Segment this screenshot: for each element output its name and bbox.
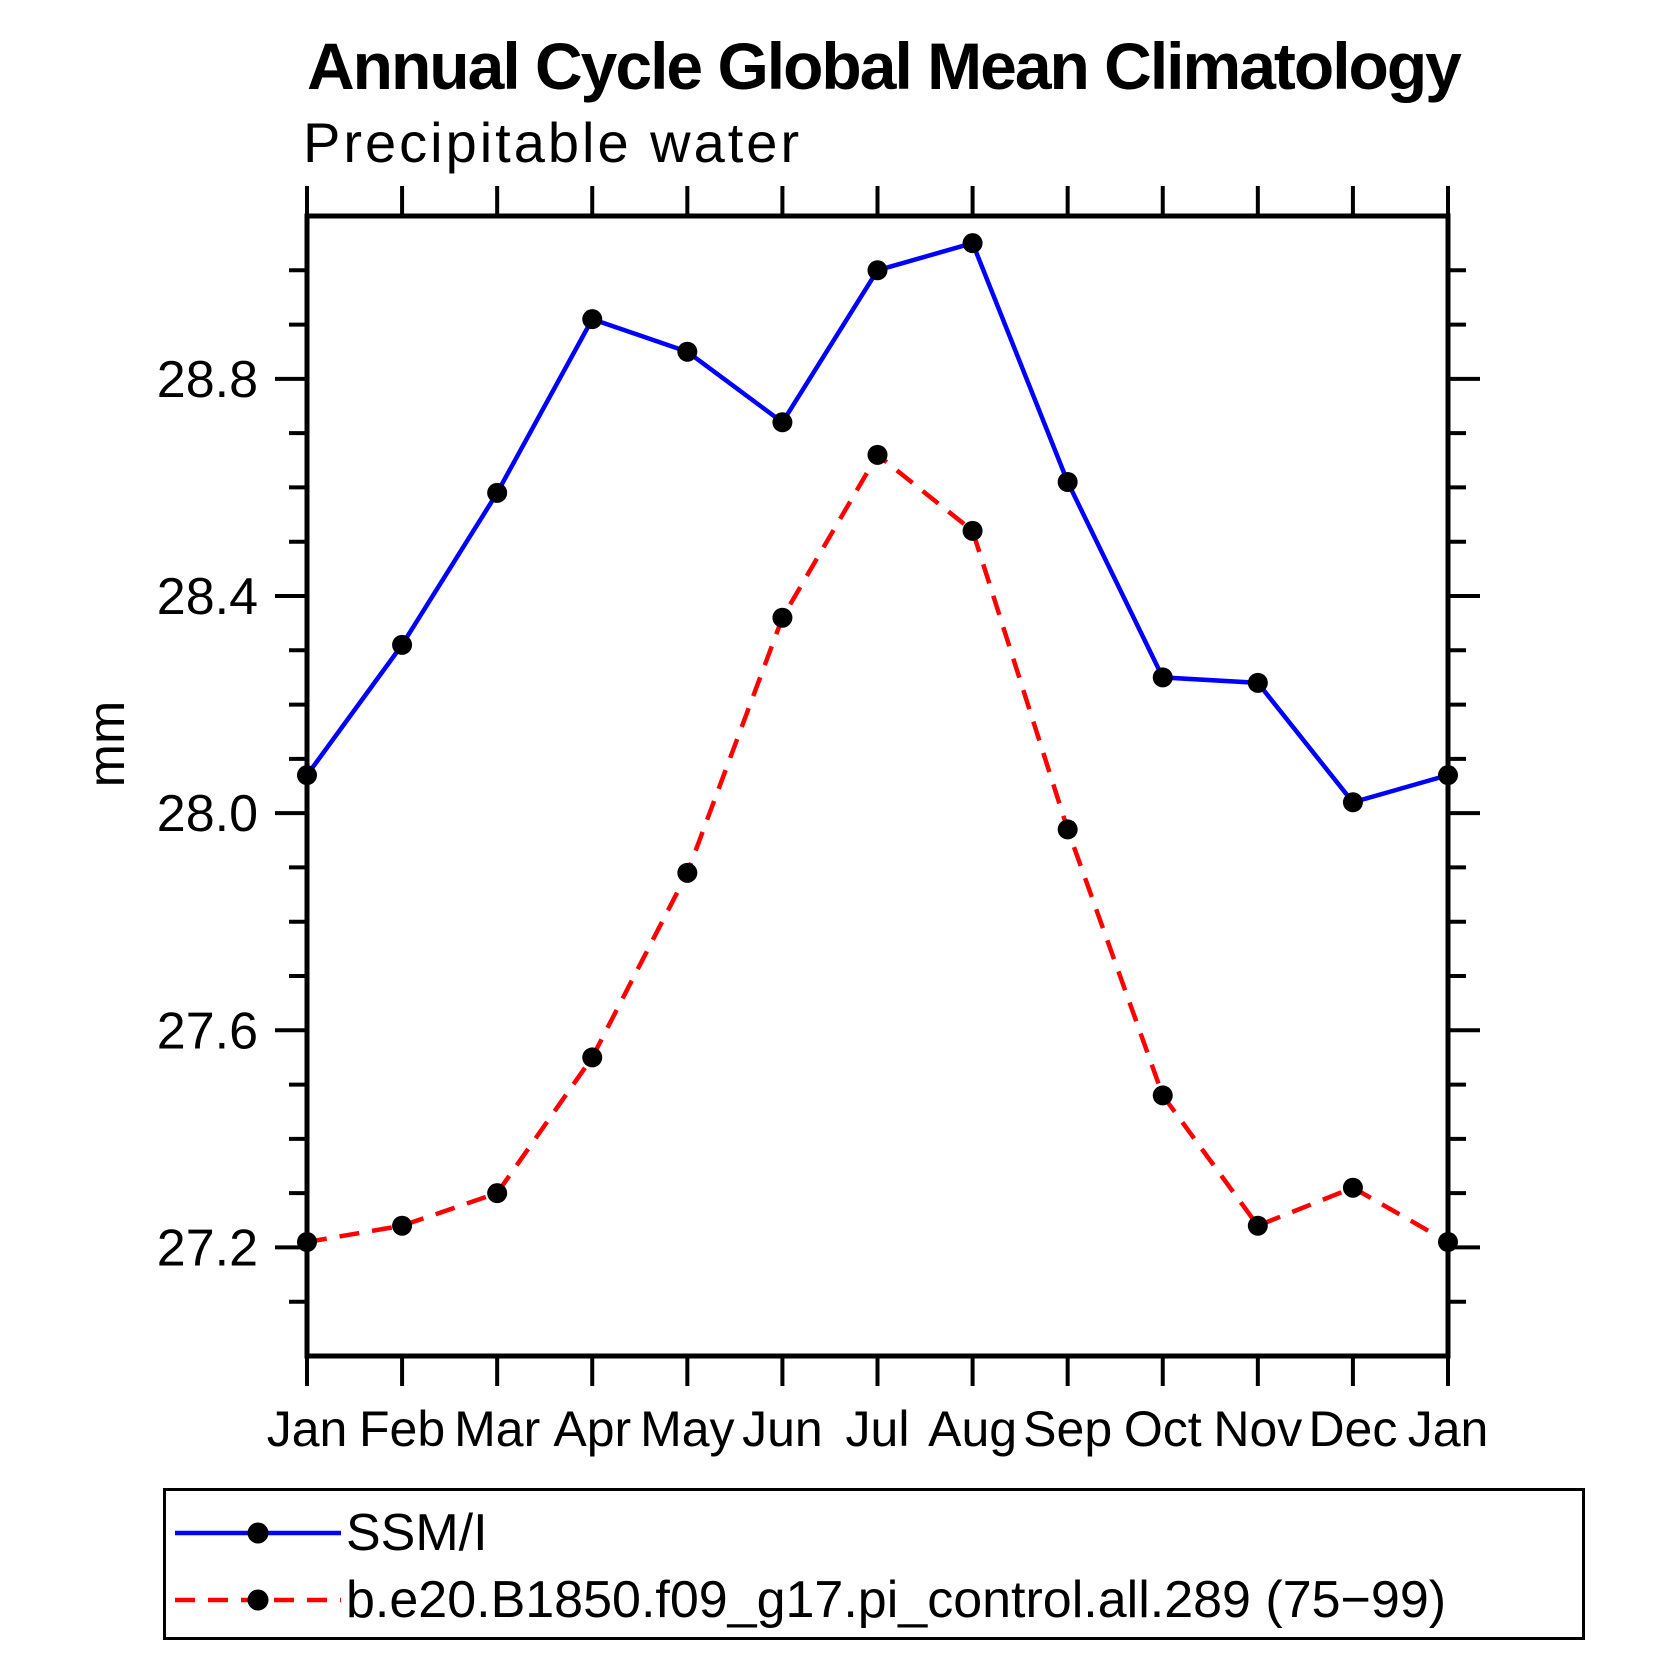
- data-point-marker: [1057, 819, 1078, 840]
- series-1-markers: [297, 444, 1458, 1252]
- chart-subtitle: Precipitable water: [303, 111, 803, 174]
- x-tick-label: Oct: [1124, 1401, 1202, 1457]
- x-tick-label: Apr: [553, 1401, 631, 1457]
- series-0-markers: [297, 233, 1458, 813]
- x-tick-label: Nov: [1213, 1401, 1302, 1457]
- series-0-line: [305, 240, 1449, 805]
- legend-marker-dot: [247, 1522, 269, 1544]
- data-point-marker: [1247, 672, 1268, 693]
- plot-border: [304, 213, 1451, 1359]
- legend-swatch-dashed-line: [175, 1589, 341, 1611]
- x-tick-label: Jan: [1408, 1401, 1489, 1457]
- legend-item-model: b.e20.B1850.f09_g17.pi_control.all.289 (…: [172, 1571, 1446, 1629]
- legend-label-ssmi: SSM/I: [346, 1504, 488, 1562]
- y-axis-labels: 27.2 27.6 28.0 28.4 28.8: [157, 351, 258, 1278]
- y-tick-label: 28.4: [157, 568, 258, 626]
- data-point-marker: [1247, 1215, 1268, 1236]
- x-tick-label: Feb: [359, 1401, 445, 1457]
- legend-marker-dot: [247, 1589, 269, 1611]
- y-tick-label: 28.0: [157, 785, 258, 843]
- data-point-marker: [487, 1183, 508, 1204]
- y-axis-ticks: [275, 268, 1480, 1304]
- x-tick-label: Sep: [1023, 1401, 1112, 1457]
- x-tick-label: Aug: [928, 1401, 1017, 1457]
- data-point-marker: [1438, 765, 1458, 786]
- x-tick-label: Jul: [846, 1401, 910, 1457]
- data-point-marker: [677, 341, 698, 362]
- legend-swatch-solid-line: [175, 1522, 341, 1544]
- legend-box: SSM/I b.e20.B1850.f09_g17.pi_control.all…: [163, 1488, 1585, 1640]
- data-point-marker: [582, 1047, 603, 1068]
- data-point-marker: [1152, 1085, 1173, 1106]
- chart-title: Annual Cycle Global Mean Climatology: [307, 29, 1462, 103]
- data-point-marker: [1438, 1232, 1458, 1252]
- data-point-marker: [297, 765, 317, 786]
- data-point-marker: [1342, 1177, 1363, 1198]
- data-point-marker: [487, 482, 508, 503]
- data-point-marker: [867, 444, 888, 465]
- data-point-marker: [677, 862, 698, 883]
- data-point-marker: [1152, 667, 1173, 688]
- x-tick-label: Jun: [742, 1401, 823, 1457]
- data-point-marker: [1057, 472, 1078, 492]
- y-tick-label: 27.2: [157, 1219, 258, 1277]
- y-tick-label: 28.8: [157, 351, 258, 409]
- data-point-marker: [297, 1232, 317, 1252]
- x-tick-label: Mar: [454, 1401, 540, 1457]
- x-tick-label: May: [640, 1401, 734, 1457]
- x-tick-label: Jan: [267, 1401, 348, 1457]
- data-point-marker: [392, 634, 413, 655]
- data-point-marker: [392, 1215, 413, 1236]
- data-point-marker: [962, 233, 983, 254]
- data-point-marker: [867, 260, 888, 281]
- y-tick-label: 27.6: [157, 1002, 258, 1060]
- data-point-marker: [1342, 792, 1363, 813]
- x-axis-ticks: [305, 186, 1450, 1386]
- data-point-marker: [962, 520, 983, 541]
- legend-label-model: b.e20.B1850.f09_g17.pi_control.all.289 (…: [346, 1571, 1447, 1629]
- x-tick-label: Dec: [1308, 1401, 1397, 1457]
- series-1-line: [306, 451, 1450, 1245]
- data-point-marker: [582, 309, 603, 330]
- data-point-marker: [772, 412, 793, 433]
- legend-item-ssmi: SSM/I: [172, 1504, 488, 1562]
- data-point-marker: [772, 607, 793, 628]
- x-axis-labels: Jan Feb Mar Apr May Jun Jul Aug Sep Oct Nov Dec Jan: [267, 1401, 1489, 1457]
